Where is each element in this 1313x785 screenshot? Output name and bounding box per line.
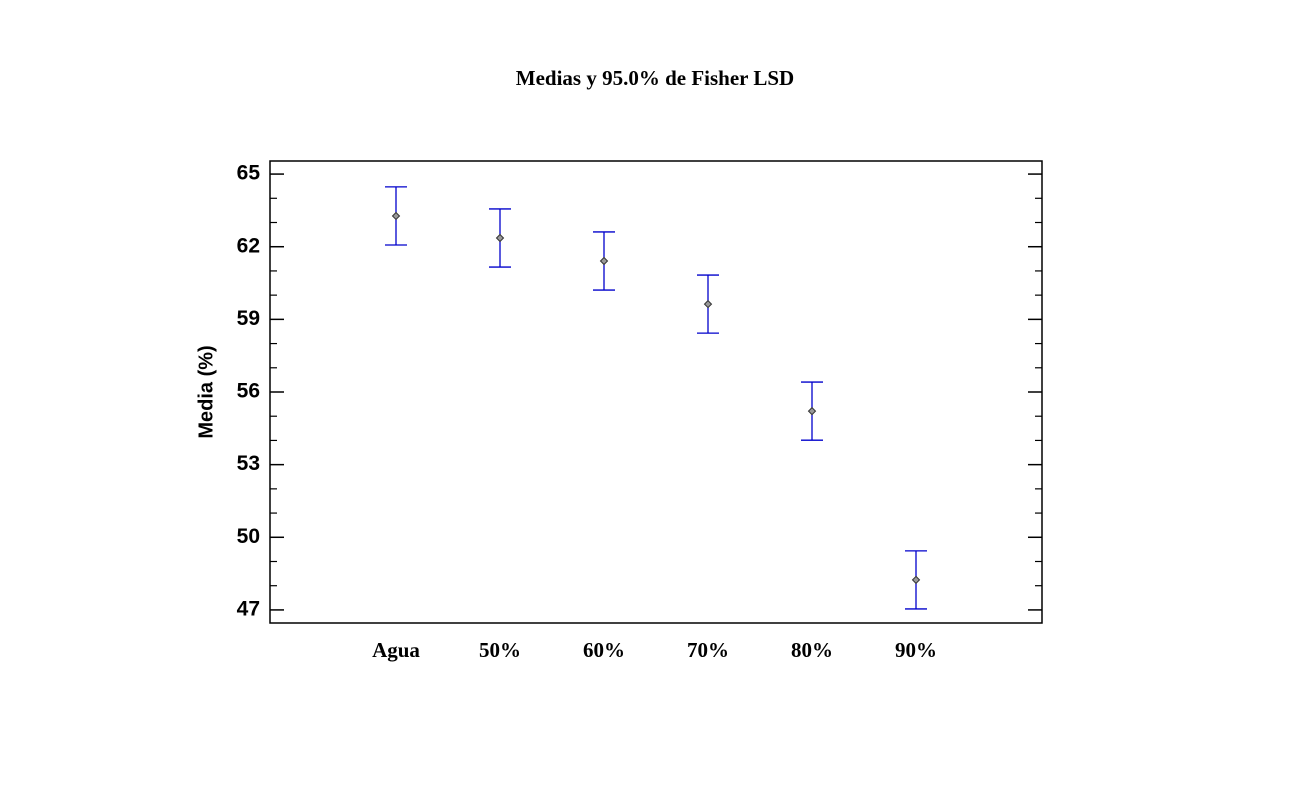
- x-tick-label: 60%: [583, 638, 625, 662]
- x-tick-label: 50%: [479, 638, 521, 662]
- y-tick-label: 50: [237, 525, 260, 548]
- y-tick-label: 56: [237, 380, 260, 403]
- chart-title: Medias y 95.0% de Fisher LSD: [516, 66, 794, 90]
- y-axis-label: Media (%): [195, 345, 217, 438]
- y-tick-label: 53: [237, 452, 260, 475]
- y-tick-label: 62: [237, 234, 260, 257]
- x-tick-label: Agua: [372, 638, 420, 662]
- mean-marker: [391, 211, 401, 221]
- x-tick-label: 90%: [895, 638, 937, 662]
- mean-marker: [911, 575, 921, 585]
- plot-frame: [269, 160, 1043, 624]
- x-tick-label: 70%: [687, 638, 729, 662]
- x-tick-label: 80%: [791, 638, 833, 662]
- y-tick-label: 47: [237, 597, 260, 620]
- mean-marker: [495, 233, 505, 243]
- y-tick-label: 59: [237, 307, 260, 330]
- mean-marker: [599, 256, 609, 266]
- mean-marker: [703, 299, 713, 309]
- mean-marker: [807, 406, 817, 416]
- y-tick-label: 65: [237, 162, 261, 185]
